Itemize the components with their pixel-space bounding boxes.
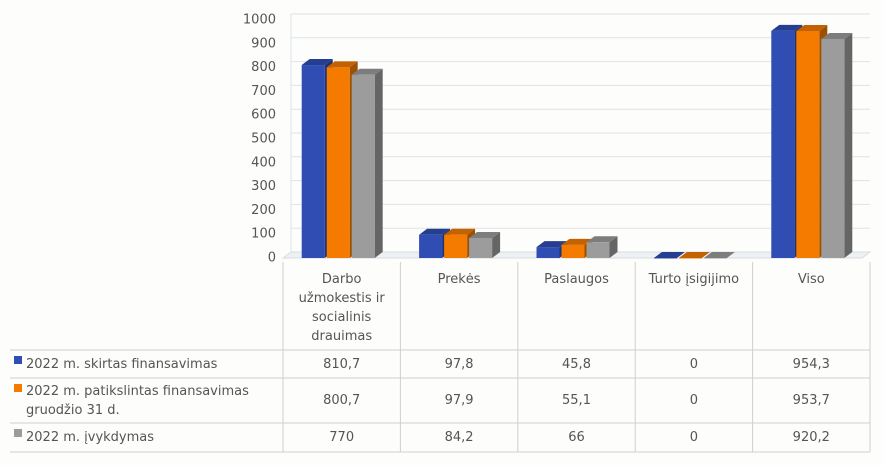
value-label: 0 — [689, 430, 699, 445]
bar-top — [703, 252, 735, 258]
bar-side — [844, 32, 853, 258]
legend-label: 2022 m. įvykdymas — [26, 430, 155, 445]
bar-side — [492, 231, 501, 258]
category-label: Darbo užmokestis ir socialinis drauimas — [298, 272, 385, 344]
legend-swatch — [14, 384, 22, 392]
bar-top — [678, 252, 710, 258]
y-tick-label: 500 — [251, 132, 276, 147]
bar-top — [419, 228, 451, 235]
legend-label: 2022 m. skirtas finansavimas — [26, 356, 218, 372]
y-tick-label: 100 — [251, 227, 276, 242]
bar-top — [796, 25, 828, 32]
value-label: 810,7 — [323, 356, 361, 372]
value-label: 97,8 — [444, 356, 474, 372]
y-tick-label: 900 — [251, 36, 276, 51]
bar — [301, 65, 325, 258]
value-label: 920,2 — [792, 430, 830, 445]
bar — [678, 258, 702, 259]
legend-swatch — [14, 356, 22, 364]
bar-top — [326, 61, 358, 68]
bar-top — [301, 59, 333, 66]
value-label: 0 — [689, 356, 699, 372]
value-label: 800,7 — [323, 393, 361, 408]
bar-side — [374, 68, 383, 259]
y-tick-label: 800 — [251, 60, 276, 75]
bar-top — [351, 68, 383, 75]
bar-top — [586, 236, 618, 243]
bar-top — [771, 24, 803, 31]
bar-side — [609, 236, 618, 258]
value-label: 97,9 — [444, 393, 474, 408]
bar — [821, 38, 845, 258]
bar — [351, 74, 375, 259]
value-label: 45,8 — [562, 356, 591, 372]
bar-top — [821, 32, 853, 39]
category-label: Prekės — [437, 272, 481, 287]
value-label: 953,7 — [792, 393, 830, 408]
legend-swatch — [14, 429, 22, 437]
y-tick-label: 200 — [251, 203, 276, 218]
category-label: Viso — [797, 272, 825, 287]
value-label: 770 — [329, 430, 355, 445]
value-label: 84,2 — [444, 430, 474, 445]
value-label: 66 — [568, 430, 585, 445]
legend-entry: 2022 m. skirtas finansavimas — [10, 350, 283, 378]
bar — [771, 30, 795, 258]
bar — [536, 247, 560, 258]
y-tick-label: 0 — [268, 251, 276, 266]
y-tick-label: 400 — [251, 155, 276, 170]
bar — [419, 234, 443, 258]
y-tick-label: 1000 — [243, 13, 276, 28]
value-label: 954,3 — [792, 356, 830, 372]
bar — [561, 244, 585, 258]
legend-entry: 2022 m. patikslintas finansavimas gruodž… — [10, 378, 283, 423]
y-tick-label: 600 — [251, 108, 276, 123]
bar-top — [561, 238, 593, 245]
bar-top — [469, 231, 501, 238]
bar — [653, 258, 677, 259]
bar — [326, 67, 350, 258]
bar-top — [653, 252, 685, 258]
bar — [444, 234, 468, 258]
bar-top — [536, 241, 568, 248]
legend-entry: 2022 m. įvykdymas — [10, 423, 283, 452]
category-label: Paslaugos — [544, 272, 609, 287]
bar — [586, 242, 610, 258]
bar — [796, 31, 820, 259]
y-tick-label: 700 — [251, 84, 276, 99]
bar — [703, 258, 727, 259]
category-label: Turto įsigijimo — [648, 272, 740, 287]
bar-top — [444, 228, 476, 235]
value-label: 0 — [689, 393, 699, 408]
bar — [469, 237, 493, 258]
y-tick-label: 300 — [251, 179, 276, 194]
legend-label: 2022 m. patikslintas finansavimas gruodž… — [26, 383, 249, 418]
value-label: 55,1 — [562, 393, 591, 408]
